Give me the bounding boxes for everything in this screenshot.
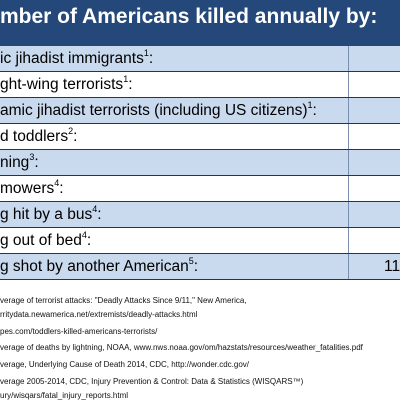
row-label: amic jihadist terrorists (including US c… [0,98,317,124]
label-text: amic jihadist terrorists (including US c… [0,102,308,119]
footnote-ref: 5 [188,256,194,266]
punctuation: : [86,232,92,249]
punctuation: : [193,258,199,275]
label-text: d toddlers [0,128,69,145]
header: mber of Americans killed annually by: [0,0,400,46]
row-label: mowers4: [0,176,64,202]
label-text: ic jihadist immigrants [0,50,144,67]
label-text: g out of bed [0,232,82,249]
punctuation: : [59,180,64,197]
column-divider [348,98,349,123]
row-value: 11 [384,258,400,275]
footnote-ref: 2 [68,126,74,136]
footnote-ref: 4 [54,178,60,188]
row-label: ning3: [0,150,39,176]
punctuation: : [97,206,102,223]
footnote: verage, Underlying Cause of Death 2014, … [0,360,250,369]
column-divider [348,228,349,253]
footnote-ref: 3 [29,152,35,162]
punctuation: : [312,102,317,119]
row-label: ght-wing terrorists1: [0,72,133,98]
footnote: verage of terrorist attacks: "Deadly Att… [0,296,247,305]
row-label: d toddlers2: [0,124,77,150]
label-text: ght-wing terrorists [0,76,124,93]
table-row: amic jihadist terrorists (including US c… [0,98,400,124]
column-divider [348,72,349,97]
label-text: mowers [0,180,55,197]
table-row: ght-wing terrorists1: [0,72,400,98]
table-row: ic jihadist immigrants1: [0,46,400,72]
label-text: g hit by a bus [0,206,93,223]
row-label: g shot by another American5: [0,254,198,280]
row-label: ic jihadist immigrants1: [0,46,153,72]
footnote-ref: 1 [307,100,313,110]
footnote: pes.com/toddlers-killed-americans-terror… [0,327,158,336]
footnote: rritydata.newamerica.net/extremists/dead… [0,310,198,319]
column-divider [348,176,349,201]
footnote-ref: 1 [123,74,129,84]
label-text: ning [0,154,30,171]
label-text: g shot by another American [0,258,189,275]
punctuation: : [34,154,39,171]
column-divider [348,46,349,71]
footnote: verage 2005-2014, CDC, Injury Prevention… [0,377,304,386]
column-divider [348,150,349,175]
table-row: g out of bed4: [0,228,400,254]
punctuation: : [148,50,154,67]
footnote: ury/wisqars/fatal_injury_reports.html [0,391,129,400]
table: ic jihadist immigrants1: ght-wing terrori… [0,46,400,280]
column-divider [348,202,349,227]
table-row: d toddlers2: [0,124,400,150]
row-label: g out of bed4: [0,228,91,254]
punctuation: : [73,128,78,145]
row-label: g hit by a bus4: [0,202,102,228]
table-row: ning3: [0,150,400,176]
table-row: g shot by another American5: 11 [0,254,400,280]
footnote-ref: 4 [81,230,87,240]
column-divider [348,254,349,279]
header-title: mber of Americans killed annually by: [0,5,378,28]
punctuation: : [128,76,133,93]
footnote-ref: 1 [143,48,149,58]
table-row: g hit by a bus4: [0,202,400,228]
footnote-ref: 4 [92,204,98,214]
column-divider [348,124,349,149]
table-row: mowers4: [0,176,400,202]
footnote: verage of deaths by lightning, NOAA, www… [0,343,363,352]
